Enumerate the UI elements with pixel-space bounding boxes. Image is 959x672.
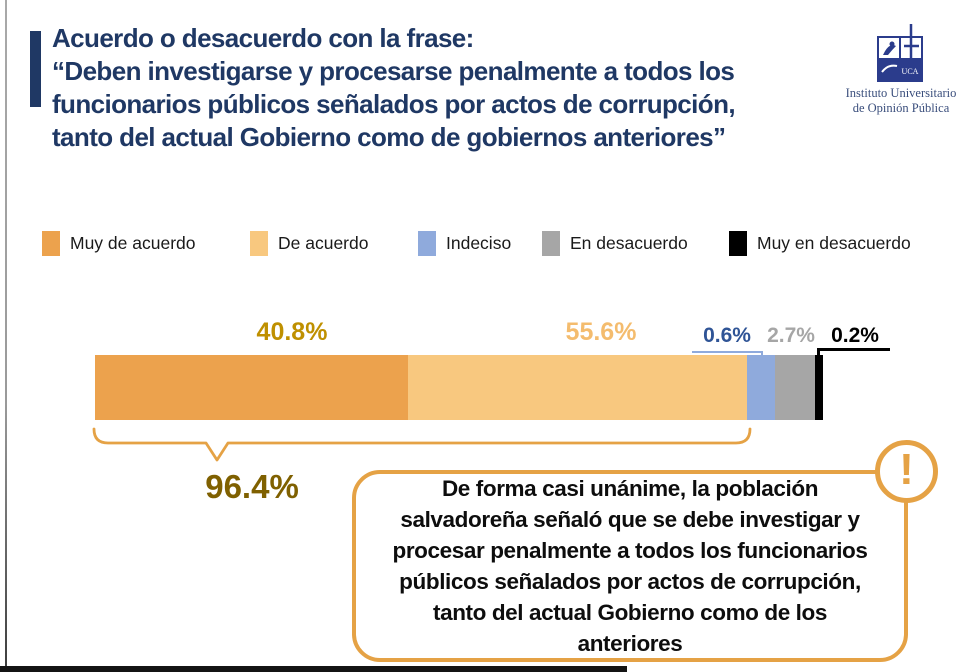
title-line-3: funcionarios públicos señalados por acto… [52,89,736,119]
logo-caption-line2: de Opinión Pública [852,101,950,115]
bar-segment-2 [408,355,747,420]
legend-label: De acuerdo [278,233,369,253]
exclamation-icon: ! [875,440,938,503]
legend-label: En desacuerdo [570,233,688,253]
legend-label: Muy de acuerdo [70,233,196,253]
title-line-2: “Deben investigarse y procesarse penalme… [52,56,735,86]
bar-segment-5 [815,355,823,420]
bar-segment-4 [775,355,815,420]
legend-label: Muy en desacuerdo [757,233,911,253]
title-line-1: Acuerdo o desacuerdo con la frase: [52,23,474,53]
slide-title: Acuerdo o desacuerdo con la frase: “Deben… [52,22,852,154]
uca-emblem-icon: UCA [877,24,923,82]
legend-swatch-icon [542,231,560,256]
legend-item-3: Indeciso [418,231,511,256]
muy-en-desacuerdo-leader-hook [817,348,820,357]
conclusion-callout: De forma casi unánime, la población salv… [352,470,908,662]
exclamation-glyph: ! [899,444,914,494]
title-accent-bar [30,31,41,107]
bar-segment-1 [95,355,408,420]
bar-segment-3 [747,355,775,420]
legend-item-1: Muy de acuerdo [42,231,196,256]
logo-caption-line1: Instituto Universitario [845,86,957,100]
stacked-bar [95,355,823,420]
indeciso-leader-hook [761,351,763,358]
chart-legend: Muy de acuerdo De acuerdo Indeciso En desac… [0,231,959,259]
legend-item-4: En desacuerdo [542,231,688,256]
window-left-edge [5,0,7,672]
pct-label-5: 0.2% [831,324,879,347]
institution-logo: UCA Instituto Universitario de Opinión P… [845,22,957,116]
indeciso-leader-line [692,351,763,353]
legend-label: Indeciso [446,233,512,253]
conclusion-text: De forma casi unánime, la población salv… [392,476,868,656]
legend-item-5: Muy en desacuerdo [729,231,911,256]
combined-percentage: 96.4% [205,468,299,505]
legend-swatch-icon [250,231,268,256]
pct-label-4: 2.7% [767,324,815,347]
window-bottom-edge [0,666,627,672]
legend-item-2: De acuerdo [250,231,368,256]
legend-swatch-icon [418,231,436,256]
logo-caption: Instituto Universitario de Opinión Públi… [845,86,957,116]
pct-label-2: 55.6% [565,318,637,346]
legend-swatch-icon [729,231,747,256]
title-line-4: tanto del actual Gobierno como de gobier… [52,122,726,152]
pct-label-1: 40.8% [256,318,328,346]
pct-label-3: 0.6% [703,324,751,347]
svg-text:UCA: UCA [902,67,919,76]
legend-swatch-icon [42,231,60,256]
muy-en-desacuerdo-leader-line [817,348,890,351]
